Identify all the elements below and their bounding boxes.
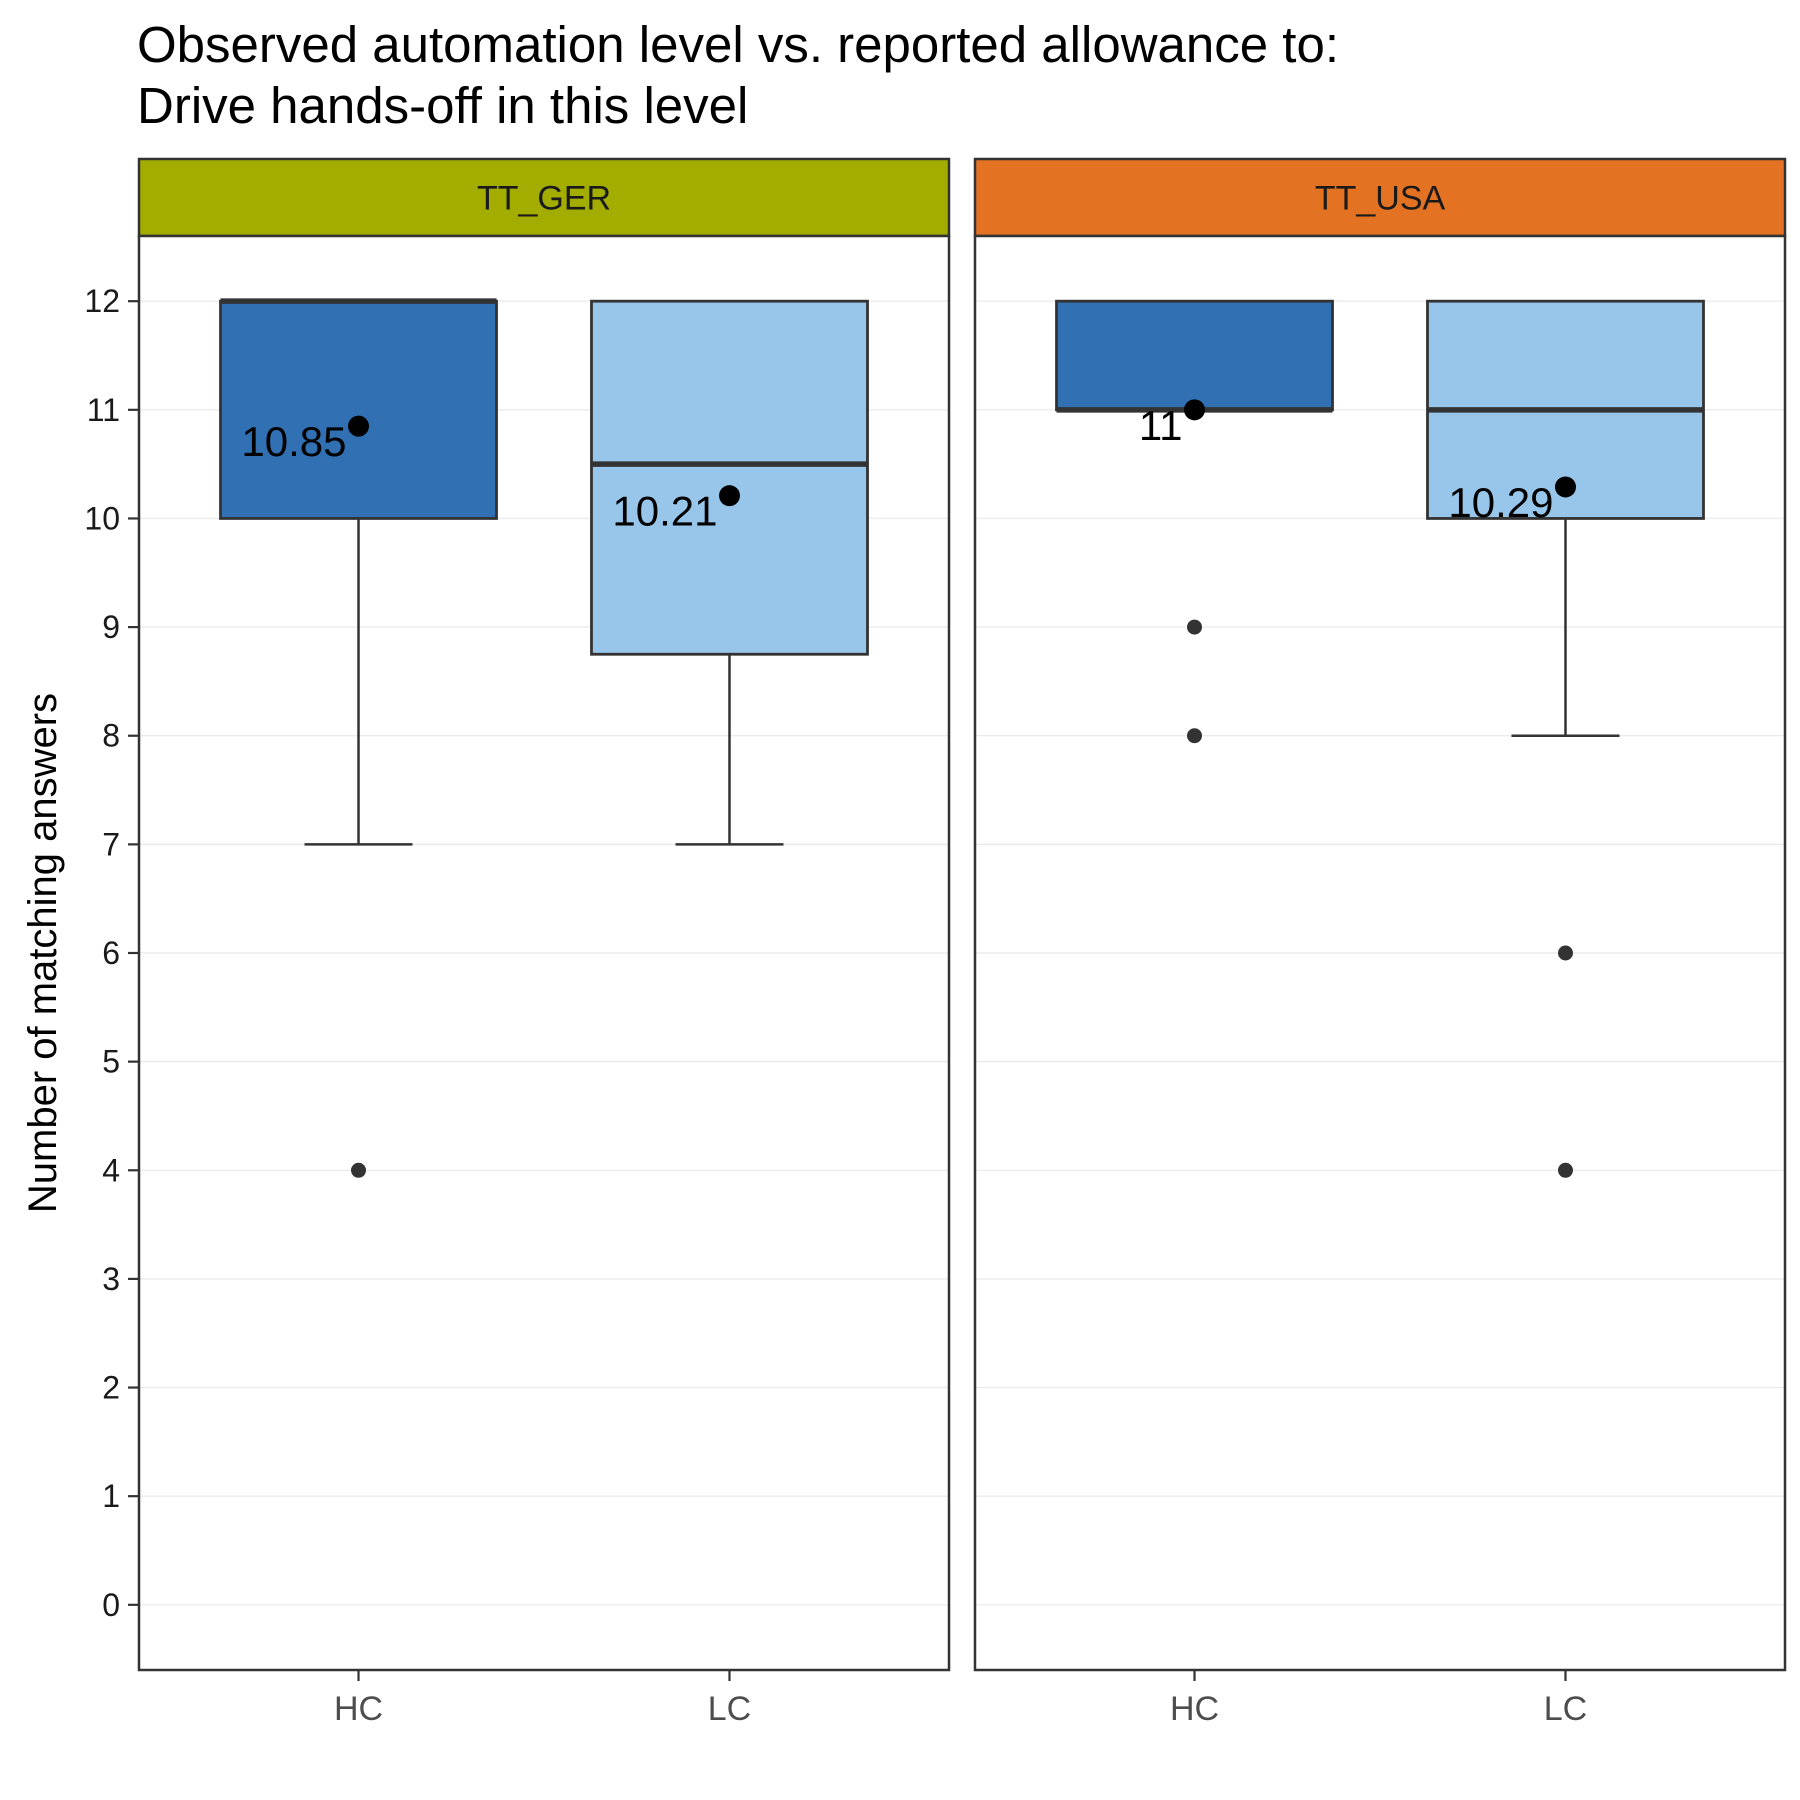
facet-strip [973,157,1787,238]
facet-strip [137,157,951,238]
mean-label: 10.21 [612,488,717,535]
y-tick-label: 11 [87,392,120,428]
y-tick-label: 3 [102,1261,120,1297]
y-tick-label: 7 [102,826,120,862]
chart-title-line-1: Observed automation level vs. reported a… [137,16,1339,73]
chart-subtitle: Drive hands-off in this level [137,77,749,134]
y-tick-label: 5 [102,1044,120,1080]
facet-strip-label: TT_USA [1315,180,1446,218]
mean-point [718,485,740,507]
box-lc [590,299,869,656]
y-tick-label: 1 [102,1478,120,1514]
mean-label: 10.29 [1448,479,1553,526]
y-tick-label: 4 [102,1152,120,1188]
panel-border [973,234,1787,1672]
panel-border [137,234,951,1672]
x-tick-label: LC [708,1690,751,1728]
x-tick-label: HC [334,1690,383,1728]
outlier-point [1557,945,1573,961]
y-tick-label: 2 [102,1370,120,1406]
mean-point [1554,476,1576,498]
facet-strip-label: TT_GER [477,180,611,218]
y-tick-label: 6 [102,935,120,971]
mean-point [348,415,370,437]
outlier-point [1557,1162,1573,1178]
box-hc [219,299,498,520]
y-axis-title: Number of matching answers [21,693,65,1213]
mean-point [1184,399,1206,421]
mean-label: 11 [1139,402,1183,449]
box-hc [1055,299,1334,412]
x-tick-label: HC [1170,1690,1219,1728]
y-tick-label: 0 [102,1587,120,1623]
outlier-point [1187,728,1203,744]
chart-title: Observed automation level vs. reported a… [137,14,1339,136]
x-tick-label: LC [1544,1690,1587,1728]
outlier-point [351,1162,367,1178]
y-tick-label: 9 [102,609,120,645]
mean-label: 10.85 [241,418,346,465]
outlier-point [1187,619,1203,635]
y-tick-label: 8 [102,718,120,754]
y-tick-label: 10 [84,500,120,536]
y-tick-label: 12 [84,283,120,319]
